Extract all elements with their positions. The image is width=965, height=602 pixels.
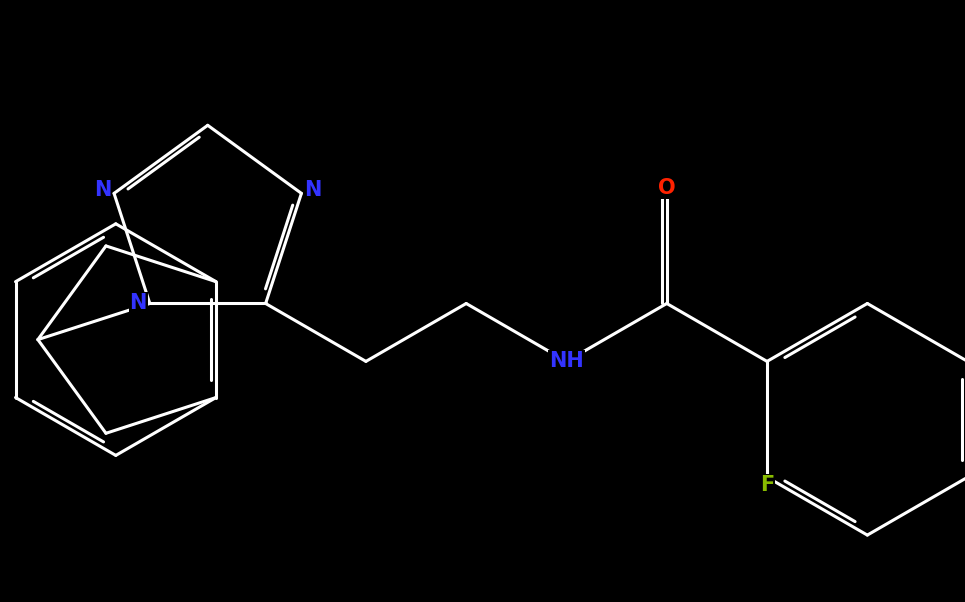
Text: O: O	[658, 178, 675, 197]
Text: N: N	[304, 179, 321, 199]
Text: NH: NH	[549, 352, 584, 371]
Text: N: N	[129, 294, 147, 314]
Text: N: N	[94, 179, 111, 199]
Text: F: F	[759, 475, 774, 495]
